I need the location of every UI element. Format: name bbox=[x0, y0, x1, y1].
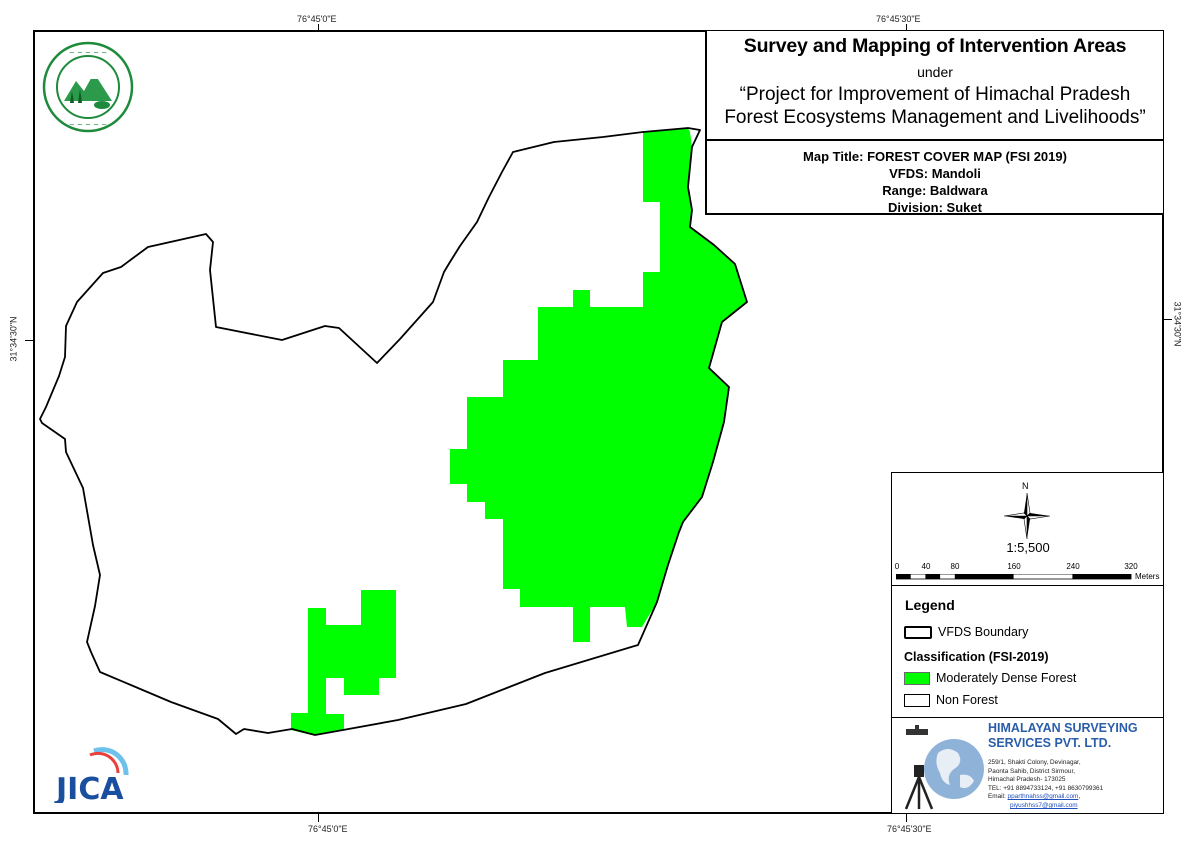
coord-bottom-right: 76°45'30"E bbox=[887, 824, 932, 834]
jica-logo-text: JICA bbox=[54, 772, 124, 803]
company-name-line-2: SERVICES PVT. LTD. bbox=[988, 736, 1112, 750]
scale-tick-0: 0 bbox=[894, 562, 900, 571]
map-canvas bbox=[39, 127, 748, 736]
vfds-boundary bbox=[39, 127, 748, 736]
vfds-line: VFDS: Mandoli bbox=[889, 166, 981, 181]
email-line-2: piyushhss7@gmail.com bbox=[988, 802, 1103, 811]
scale-tick-40: 40 bbox=[921, 562, 931, 571]
address-line-1: 259/1, Shakti Colony, Devinagar, bbox=[988, 759, 1081, 766]
legend-item-mdf: Moderately Dense Forest bbox=[904, 671, 1076, 685]
scale-bar bbox=[896, 574, 1132, 580]
company-section: HIMALAYAN SURVEYING SERVICES PVT. LTD. 2… bbox=[892, 717, 1164, 814]
tick-right bbox=[1164, 319, 1172, 320]
tick-bottom-right bbox=[906, 814, 907, 822]
title-under: under bbox=[917, 64, 953, 80]
legend-mdf-label: Moderately Dense Forest bbox=[936, 671, 1077, 685]
scale-tick-320: 320 bbox=[1124, 562, 1138, 571]
legend-boundary-label: VFDS Boundary bbox=[938, 625, 1029, 639]
tick-bottom-left bbox=[318, 814, 319, 822]
legend-nonforest-label: Non Forest bbox=[936, 693, 998, 707]
north-label: N bbox=[1022, 481, 1029, 491]
legend-item-boundary: VFDS Boundary bbox=[904, 625, 1028, 639]
jica-logo-icon: JICA bbox=[54, 747, 129, 803]
scale-ratio: 1:5,500 bbox=[1006, 540, 1050, 555]
email-label: Email: bbox=[988, 793, 1006, 801]
scale-unit: Meters bbox=[1135, 572, 1160, 581]
moderately-dense-forest-area bbox=[450, 128, 747, 642]
project-title-line-1: “Project for Improvement of Himachal Pra… bbox=[739, 84, 1131, 105]
title-box: Survey and Mapping of Intervention Areas… bbox=[705, 31, 1163, 141]
project-title-line-2: Forest Ecosystems Management and Livelih… bbox=[724, 107, 1146, 128]
legend-title: Legend bbox=[905, 597, 955, 613]
moderately-dense-forest-patch bbox=[291, 590, 396, 735]
coord-top-right: 76°45'30"E bbox=[876, 14, 921, 24]
company-name: HIMALAYAN SURVEYING SERVICES PVT. LTD. bbox=[988, 721, 1138, 751]
scale-tick-160: 160 bbox=[1007, 562, 1021, 571]
surveyor-tripod-globe-icon bbox=[904, 725, 984, 810]
mdf-swatch bbox=[904, 671, 930, 685]
forest-department-seal-icon: ~ ~ ~ ~ ~ ~ ~ ~ ~ ~ bbox=[42, 41, 134, 133]
legend: Legend VFDS Boundary Classification (FSI… bbox=[892, 585, 1164, 718]
email-link-2[interactable]: piyushhss7@gmail.com bbox=[1010, 801, 1078, 809]
coord-right-lat: 31°34'30"N bbox=[1172, 301, 1183, 347]
map-title-line: Map Title: FOREST COVER MAP (FSI 2019) bbox=[803, 149, 1067, 164]
classification-title: Classification (FSI-2019) bbox=[904, 650, 1049, 664]
nonforest-swatch bbox=[904, 693, 930, 707]
map-main-title: Survey and Mapping of Intervention Areas bbox=[743, 35, 1127, 57]
boundary-swatch bbox=[904, 625, 932, 639]
legend-item-nonforest: Non Forest bbox=[904, 693, 998, 707]
map-frame: ~ ~ ~ ~ ~ ~ ~ ~ ~ ~ JICA bbox=[33, 30, 1164, 814]
scale-tick-80: 80 bbox=[950, 562, 960, 571]
north-arrow-icon bbox=[1004, 493, 1050, 539]
email-line: Email: pparthnahss@gmail.com, bbox=[988, 793, 1081, 801]
map-info-box: Map Title: FOREST COVER MAP (FSI 2019) V… bbox=[705, 141, 1163, 215]
svg-text:~ ~ ~ ~ ~: ~ ~ ~ ~ ~ bbox=[69, 121, 107, 129]
address-line-2: Paonta Sahib, District Sirmour, bbox=[988, 767, 1076, 775]
email-link-1[interactable]: pparthnahss@gmail.com bbox=[1007, 793, 1079, 801]
coord-bottom-left: 76°45'0"E bbox=[308, 824, 348, 834]
tick-top-right bbox=[906, 24, 907, 32]
side-panel: N 1:5,500 0 40 80 160 240 320 Meters Leg… bbox=[891, 472, 1164, 814]
division-line: Division: Suket bbox=[888, 200, 982, 215]
coord-top-left: 76°45'0"E bbox=[297, 14, 337, 24]
coord-left-lat: 31°34'30"N bbox=[8, 316, 19, 362]
phone-line: TEL: +91 8894733124, +91 8630799361 bbox=[988, 784, 1104, 792]
scale-section: N 1:5,500 0 40 80 160 240 320 Meters bbox=[892, 473, 1164, 586]
company-address: 259/1, Shakti Colony, Devinagar, Paonta … bbox=[988, 759, 1103, 811]
range-line: Range: Baldwara bbox=[882, 183, 988, 198]
scale-tick-240: 240 bbox=[1066, 562, 1080, 571]
tick-left bbox=[25, 340, 33, 341]
tick-top-left bbox=[318, 24, 319, 32]
address-line-3: Himachal Pradesh- 173025 bbox=[988, 776, 1066, 784]
svg-text:~ ~ ~ ~ ~: ~ ~ ~ ~ ~ bbox=[69, 49, 107, 57]
company-name-line-1: HIMALAYAN SURVEYING bbox=[988, 721, 1138, 735]
